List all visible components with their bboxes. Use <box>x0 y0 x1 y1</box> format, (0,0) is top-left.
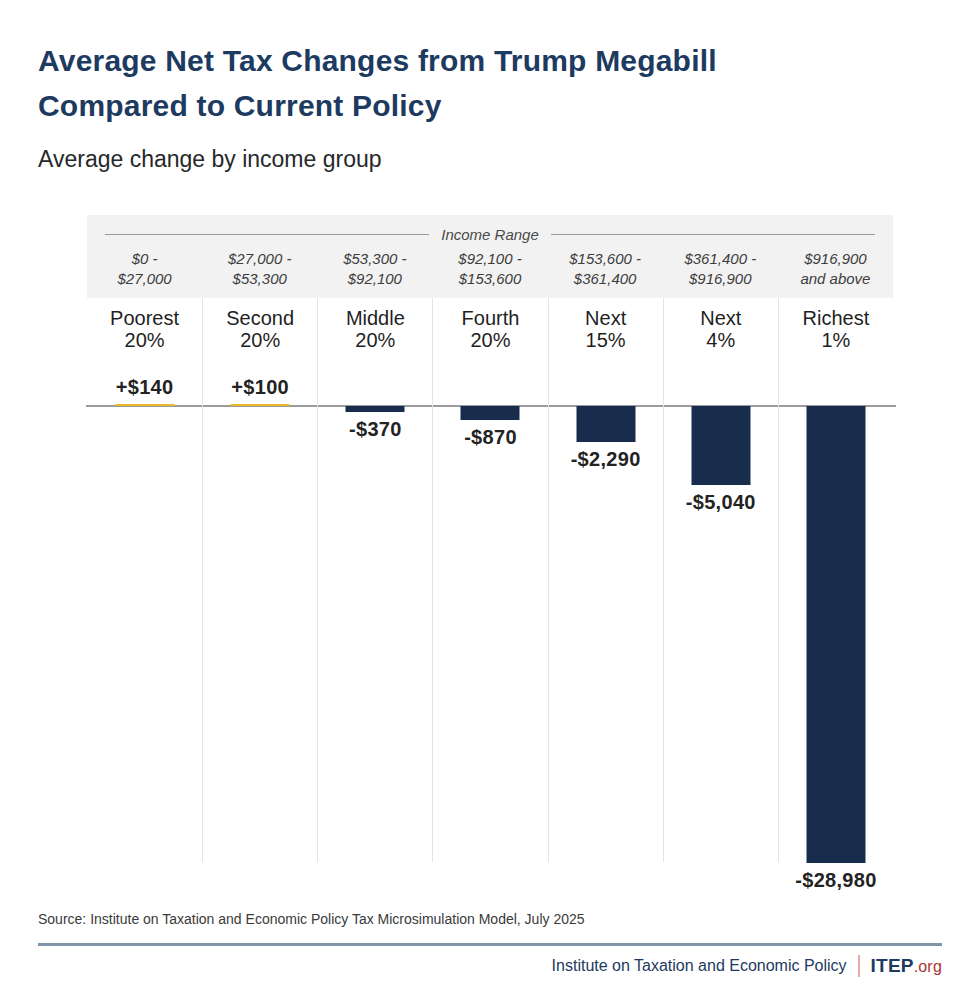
income-range-cell: $53,300 -$92,100 <box>317 249 432 289</box>
column-poorest-20: Poorest20% +$140 <box>87 298 202 862</box>
org-name-text: Institute on Taxation and Economic Polic… <box>552 957 847 975</box>
itep-logo-suffix: .org <box>914 958 942 975</box>
bar-second-20 <box>231 404 290 406</box>
income-range-cell: $153,600 -$361,400 <box>548 249 663 289</box>
value-label-next-15: -$2,290 <box>571 448 641 471</box>
income-range-rule-right <box>551 234 875 235</box>
footer-divider-rule <box>38 943 942 946</box>
infographic-page: Average Net Tax Changes from Trump Megab… <box>0 0 980 990</box>
value-label-poorest-20: +$140 <box>116 376 174 399</box>
income-range-cell: $0 -$27,000 <box>87 249 202 289</box>
income-range-header: Income Range <box>87 215 893 243</box>
source-note: Source: Institute on Taxation and Econom… <box>38 911 585 927</box>
income-range-row: $0 -$27,000 $27,000 -$53,300 $53,300 -$9… <box>87 249 893 289</box>
income-range-title: Income Range <box>441 226 539 243</box>
bar-poorest-20 <box>115 404 174 406</box>
value-label-fourth-20: -$870 <box>464 426 517 449</box>
column-richest-1: Richest1% -$28,980 <box>778 298 893 862</box>
column-next-15: Next15% -$2,290 <box>548 298 663 862</box>
group-label-next-4: Next4% <box>664 307 778 351</box>
group-label-fourth-20: Fourth20% <box>433 307 547 351</box>
income-range-cell: $916,900and above <box>778 249 893 289</box>
chart-subtitle: Average change by income group <box>38 146 382 173</box>
column-fourth-20: Fourth20% -$870 <box>432 298 547 862</box>
bar-next-15 <box>576 406 635 442</box>
footer-branding: Institute on Taxation and Economic Polic… <box>552 955 942 977</box>
brand-divider-bar <box>858 955 860 977</box>
chart-title-line1: Average Net Tax Changes from Trump Megab… <box>38 38 938 83</box>
value-label-richest-1: -$28,980 <box>795 869 876 892</box>
column-next-4: Next4% -$5,040 <box>663 298 778 862</box>
value-label-next-4: -$5,040 <box>686 491 756 514</box>
chart-title: Average Net Tax Changes from Trump Megab… <box>38 38 938 128</box>
income-range-cell: $27,000 -$53,300 <box>202 249 317 289</box>
bar-chart-columns: Poorest20% +$140 Second20% +$100 Middle2… <box>87 298 893 862</box>
group-label-second-20: Second20% <box>203 307 317 351</box>
bar-next-4 <box>691 406 750 485</box>
column-middle-20: Middle20% -$370 <box>317 298 432 862</box>
income-range-band: Income Range $0 -$27,000 $27,000 -$53,30… <box>87 215 893 298</box>
bar-middle-20 <box>346 406 405 412</box>
income-range-cell: $92,100 -$153,600 <box>432 249 547 289</box>
group-label-next-15: Next15% <box>549 307 663 351</box>
value-label-middle-20: -$370 <box>349 418 402 441</box>
group-label-richest-1: Richest1% <box>779 307 893 351</box>
group-label-middle-20: Middle20% <box>318 307 432 351</box>
bar-richest-1 <box>806 406 865 863</box>
itep-logo: ITEP.org <box>871 955 942 977</box>
chart-title-line2: Compared to Current Policy <box>38 83 938 128</box>
income-range-cell: $361,400 -$916,900 <box>663 249 778 289</box>
group-label-poorest-20: Poorest20% <box>87 307 202 351</box>
value-label-second-20: +$100 <box>231 376 289 399</box>
column-second-20: Second20% +$100 <box>202 298 317 862</box>
bar-fourth-20 <box>461 406 520 420</box>
income-range-rule-left <box>105 234 429 235</box>
